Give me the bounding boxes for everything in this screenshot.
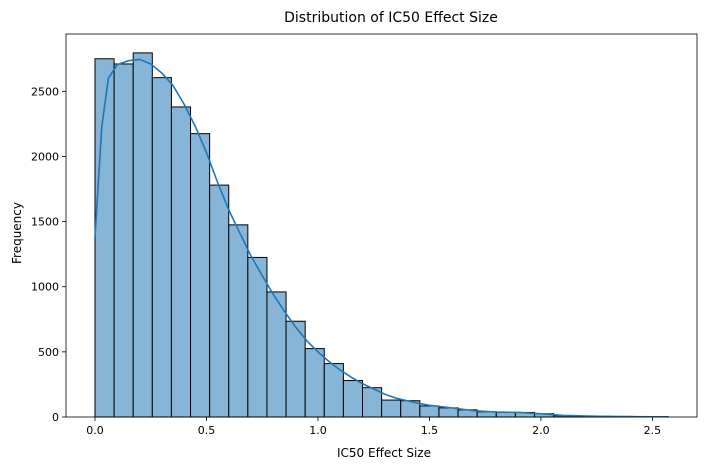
x-axis-label: IC50 Effect Size <box>337 446 431 460</box>
y-tick-label: 500 <box>38 346 59 359</box>
chart-title: Distribution of IC50 Effect Size <box>284 10 498 26</box>
x-axis: 0.0 0.5 1.0 1.5 2.0 2.5 <box>86 417 661 437</box>
x-tick-label: 0.5 <box>198 424 216 437</box>
y-tick-label: 1000 <box>31 281 59 294</box>
y-tick-label: 0 <box>52 411 59 424</box>
histogram-bar <box>324 364 343 417</box>
x-tick-label: 1.5 <box>421 424 439 437</box>
histogram-bar <box>229 225 248 417</box>
histogram-bar <box>114 64 133 417</box>
x-tick-label: 1.0 <box>309 424 327 437</box>
histogram-bar <box>152 78 171 417</box>
histogram-bar <box>133 53 152 417</box>
histogram-bar <box>439 408 458 417</box>
y-axis-label: Frequency <box>10 202 24 264</box>
histogram-bar <box>191 134 210 417</box>
y-tick-label: 2000 <box>31 150 59 163</box>
histogram-bar <box>382 400 401 417</box>
x-tick-label: 2.5 <box>644 424 662 437</box>
x-tick-label: 0.0 <box>86 424 104 437</box>
histogram-bar <box>210 185 229 417</box>
histogram-bar <box>171 107 190 417</box>
histogram-bar <box>248 257 267 417</box>
y-axis: 0 500 1000 1500 2000 2500 <box>31 85 66 424</box>
histogram-bars <box>95 53 668 417</box>
histogram-bar <box>305 349 324 417</box>
y-tick-label: 1500 <box>31 216 59 229</box>
x-tick-label: 2.0 <box>532 424 550 437</box>
histogram-bar <box>343 381 362 417</box>
y-tick-label: 2500 <box>31 85 59 98</box>
histogram-bar <box>420 406 439 417</box>
